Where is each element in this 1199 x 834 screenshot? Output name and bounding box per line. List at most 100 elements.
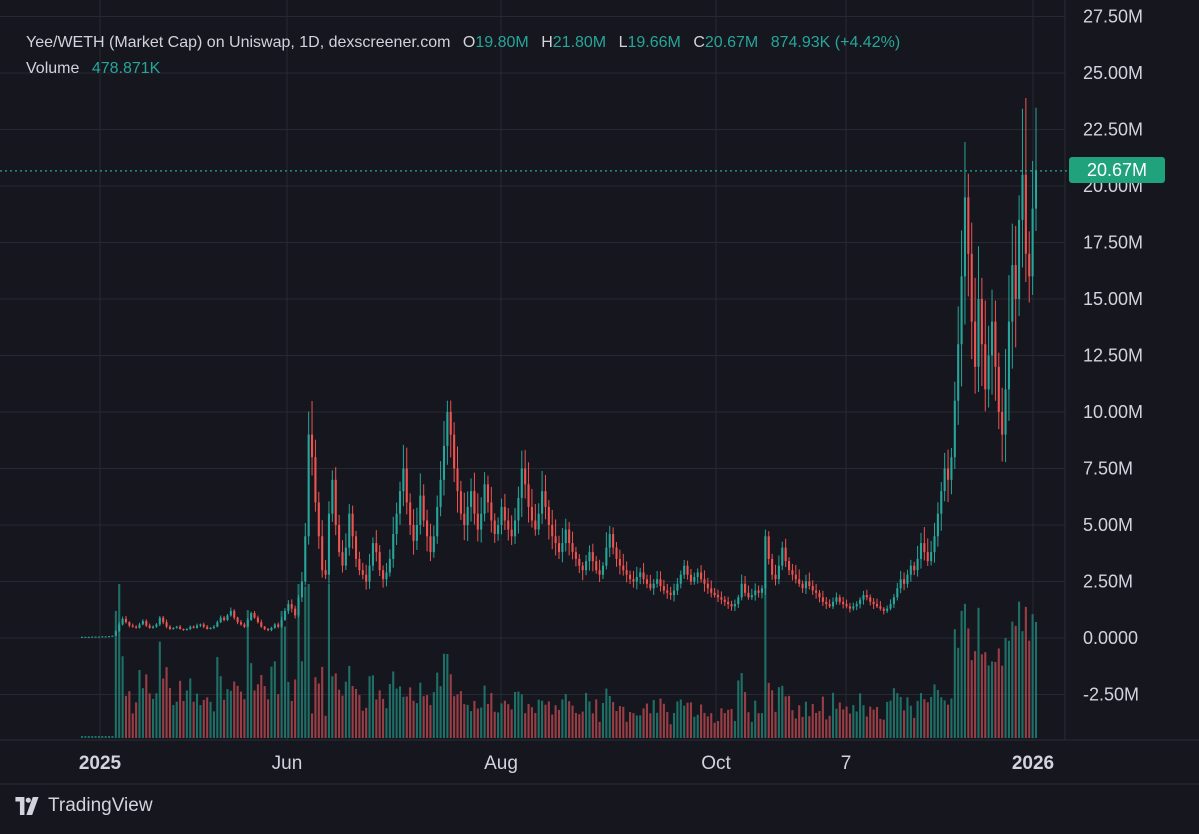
candle-body: [984, 344, 987, 390]
volume-bar: [135, 702, 138, 738]
volume-bar: [104, 736, 107, 738]
last-price-badge: 20.67M: [1069, 157, 1165, 183]
candle-body: [679, 574, 682, 584]
candle-body: [466, 506, 469, 525]
tradingview-logo-icon: [15, 797, 39, 815]
volume-bar: [591, 713, 594, 738]
volume-bar: [409, 687, 412, 738]
candle-body: [622, 565, 625, 571]
candle-body: [297, 597, 300, 616]
candle-body: [199, 624, 202, 626]
candle-body: [189, 626, 192, 629]
y-axis-tick-label: 10.00M: [1083, 402, 1143, 422]
candle-body: [310, 434, 314, 458]
volume-bar: [926, 702, 929, 738]
candle-body: [524, 468, 527, 485]
candle-body: [662, 586, 665, 591]
candle-body: [615, 547, 618, 559]
candle-body: [229, 610, 232, 616]
candle-body: [818, 592, 821, 598]
candle-body: [317, 502, 320, 537]
volume-bar: [212, 711, 215, 738]
y-axis-tick-label: 17.50M: [1083, 233, 1143, 253]
candle-body: [825, 601, 828, 605]
volume-bar: [206, 697, 209, 738]
volume-bar: [943, 700, 946, 738]
candle-body: [869, 597, 872, 602]
candle-body: [666, 590, 669, 593]
candle-body: [865, 595, 868, 598]
volume-bar: [940, 697, 943, 738]
candle-body: [642, 572, 645, 580]
candle-body: [669, 592, 672, 596]
volume-bar: [280, 611, 283, 738]
candle-body: [239, 622, 243, 625]
candle-body: [507, 520, 510, 530]
volume-bar: [628, 712, 632, 738]
legend-high-label: H: [541, 34, 553, 51]
candle-body: [124, 618, 128, 623]
candle-body: [625, 570, 628, 575]
candle-body: [940, 491, 943, 514]
volume-bar: [432, 692, 435, 738]
candle-body: [764, 536, 767, 589]
x-axis-tick-label: Aug: [484, 753, 518, 774]
candle-body: [351, 513, 354, 537]
volume-bar: [571, 705, 574, 738]
candle-body: [395, 513, 398, 535]
volume-bar: [635, 715, 638, 738]
volume-bar: [497, 712, 500, 738]
volume-bar: [182, 700, 185, 738]
volume-bar: [202, 699, 205, 738]
volume-bar: [713, 722, 716, 738]
volume-bar: [260, 674, 263, 738]
candle-body: [476, 513, 479, 530]
candle-body: [1001, 412, 1004, 435]
candle-body: [80, 636, 84, 638]
volume-bar: [977, 607, 980, 738]
candle-body: [811, 586, 814, 591]
volume-bar: [361, 710, 364, 738]
volume-bar: [442, 653, 446, 738]
volume-bar: [267, 699, 270, 738]
candle-body: [449, 412, 452, 435]
volume-bar: [490, 693, 493, 738]
candle-body: [574, 552, 577, 559]
candle-body: [101, 636, 104, 638]
candle-body: [713, 592, 716, 596]
volume-bar: [801, 716, 804, 738]
volume-bar: [875, 707, 879, 738]
y-axis-tick-label: 0.0000: [1083, 628, 1138, 648]
volume-bar: [385, 708, 388, 738]
volume-bar: [1031, 614, 1034, 738]
candle-body: [879, 606, 882, 609]
candle-body: [436, 506, 439, 537]
candle-body: [747, 592, 750, 598]
volume-bar: [581, 711, 584, 738]
tradingview-branding[interactable]: TradingView: [14, 795, 153, 817]
volume-bar: [957, 647, 960, 738]
candle-body: [260, 622, 263, 627]
volume-bar: [544, 704, 547, 738]
candle-body: [192, 626, 195, 628]
volume-bar: [310, 713, 314, 738]
volume-bar: [155, 693, 158, 738]
volume-bar: [906, 697, 909, 738]
candle-body: [469, 491, 473, 507]
y-axis-tick-label: 27.50M: [1083, 7, 1143, 27]
candle-body: [930, 552, 933, 562]
volume-bar: [395, 688, 398, 738]
candle-body: [605, 547, 608, 566]
candle-body: [206, 626, 209, 629]
volume-bar: [946, 704, 950, 738]
volume-bar: [994, 662, 997, 738]
volume-bar: [554, 705, 557, 738]
candle-body: [236, 617, 239, 623]
volume-bar: [195, 693, 199, 738]
candle-body: [608, 534, 611, 548]
volume-bar: [787, 695, 791, 738]
candle-body: [926, 552, 929, 562]
volume-bar: [541, 700, 544, 738]
